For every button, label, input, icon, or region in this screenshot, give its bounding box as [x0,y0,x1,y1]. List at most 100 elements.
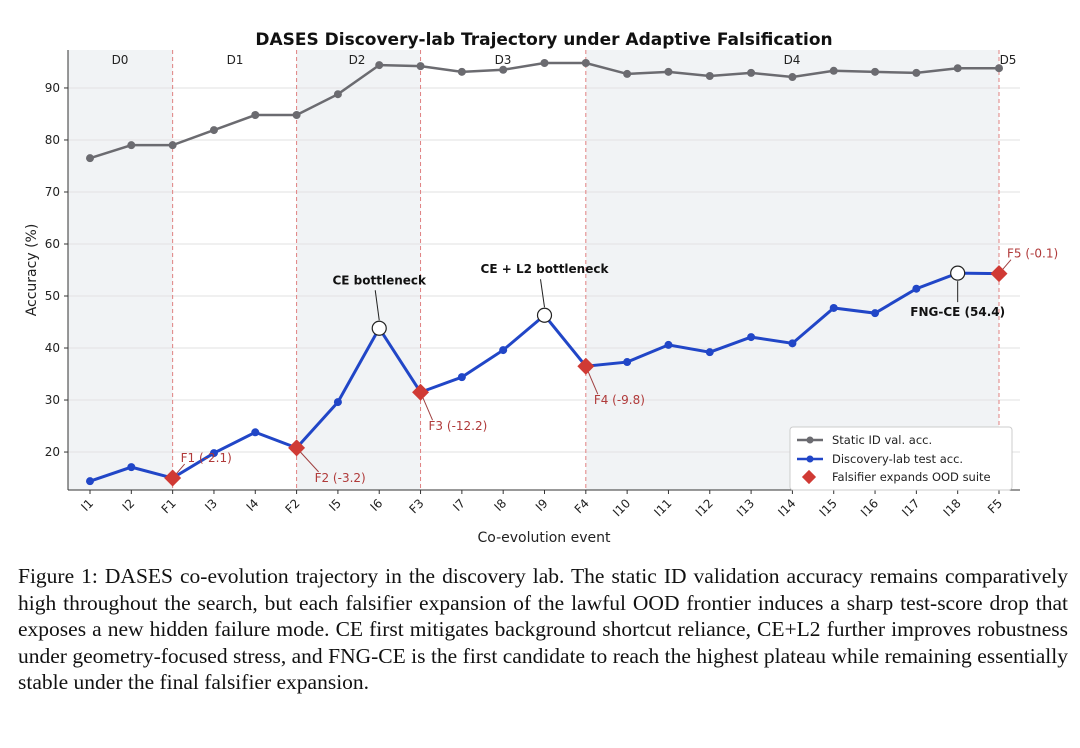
data-point [664,340,673,349]
data-point [375,61,384,70]
falsifier-diamond [288,439,306,457]
data-point [747,333,756,342]
data-point [416,62,425,71]
data-point [168,141,177,150]
data-point [871,309,880,318]
data-point [499,65,508,74]
phase-label: D3 [495,53,512,67]
x-tick-label: I18 [941,496,964,519]
data-point [705,72,714,81]
x-tick-label: F4 [572,496,592,516]
y-tick-label: 80 [45,133,60,147]
x-tick-label: I5 [326,496,344,514]
data-point [953,64,962,73]
data-point [540,59,549,68]
y-tick-label: 50 [45,289,60,303]
falsifier-label: F3 (-12.2) [429,419,488,433]
y-axis-label: Accuracy (%) [24,224,40,317]
data-point [209,449,218,458]
data-point [871,67,880,76]
x-tick-label: I3 [202,496,220,514]
data-point [664,67,673,76]
highlight-marker [371,320,387,336]
annotation-arrow [374,290,380,321]
falsifier-diamond [412,383,430,401]
data-point [581,59,590,68]
y-tick-label: 60 [45,237,60,251]
data-point [86,154,94,163]
falsifier-label: F4 (-9.8) [594,393,645,407]
data-point [499,346,508,355]
x-tick-label: I4 [244,496,262,514]
x-tick-label: I1 [78,496,96,514]
phase-band [585,50,999,490]
data-point [86,477,94,486]
data-point [292,111,301,120]
data-point [788,339,797,348]
x-tick-label: I2 [120,496,138,514]
data-point [788,73,797,82]
data-point [333,398,342,407]
data-point [829,66,838,75]
legend-label: Falsifier expands OOD suite [832,470,991,484]
y-tick-label: 90 [45,81,60,95]
falsifier-label: F5 (-0.1) [1007,247,1058,261]
y-tick-label: 40 [45,341,60,355]
legend-marker [801,469,817,485]
x-tick-label: I8 [491,496,509,514]
phase-label: D2 [349,53,366,67]
data-point [127,463,136,472]
annotation-arrow [540,279,545,308]
data-point [912,284,921,293]
phase-label: D1 [227,53,244,67]
chart-title: DASES Discovery-lab Trajectory under Ada… [255,30,832,50]
falsifier-diamond [990,265,1008,283]
legend-label: Discovery-lab test acc. [832,452,963,466]
x-tick-label: I12 [693,496,716,519]
legend-label: Static ID val. acc. [832,433,932,447]
x-tick-label: I9 [533,496,551,514]
phase-band [296,50,421,490]
data-point [623,69,632,78]
x-tick-label: I15 [817,496,840,519]
legend-box [789,426,1013,491]
phase-label: D5 [1000,53,1017,67]
annotation-label: FNG-CE (54.4) [910,305,1005,319]
data-point [457,373,466,382]
annotation-label: CE bottleneck [332,273,427,287]
x-tick-label: I13 [734,496,757,519]
data-point [829,303,838,312]
y-tick-label: 30 [45,393,60,407]
x-axis-label: Co-evolution event [477,530,611,546]
data-point [912,68,921,77]
x-tick-label: F3 [406,496,426,516]
data-point [127,141,136,150]
legend-marker [806,455,814,463]
phase-band [68,50,173,490]
data-point [457,67,466,76]
legend-marker [806,436,814,444]
data-point [251,428,260,437]
data-point [251,111,260,120]
highlight-marker [536,307,553,323]
x-tick-label: F5 [985,496,1005,516]
highlight-marker [950,265,966,281]
x-tick-label: F1 [159,496,179,516]
x-tick-label: I7 [450,496,468,514]
x-tick-label: I14 [775,496,798,519]
data-point [623,358,632,367]
phase-label: D4 [784,53,801,67]
x-tick-label: I16 [858,496,881,519]
x-tick-label: I6 [368,496,386,514]
data-point [209,126,218,135]
falsifier-label: F1 (-2.1) [181,451,232,465]
phase-label: D0 [112,53,129,67]
data-point [333,90,342,99]
x-tick-label: I17 [899,496,922,519]
x-tick-label: I10 [610,496,633,519]
y-tick-label: 70 [45,185,60,199]
accuracy-trajectory-chart: 20 30 40 50 60 70 80 90 D0 D1 D2 D3 D4 D5 I1 I2 F1 I3 I4 F2… [24,30,1058,546]
data-point [995,64,1003,73]
data-point [705,348,714,357]
x-tick-label: F2 [283,496,303,516]
